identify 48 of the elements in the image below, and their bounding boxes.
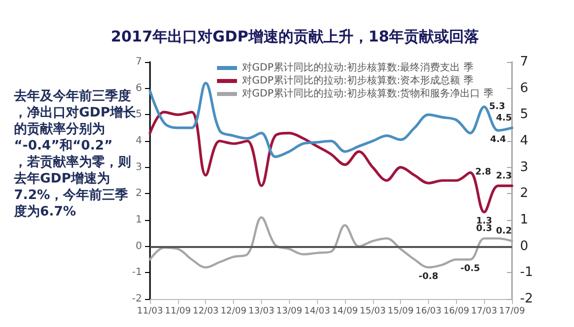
data-label: 5.3 [489,102,506,112]
y2-tick-label: -2 [520,292,533,306]
y-tick-label: -2 [132,294,142,304]
y2-tick-label: 0 [520,238,528,254]
y2-tick-label: 2 [520,186,528,202]
data-label: 2.3 [496,171,512,182]
x-tick-label: 17/03 [471,306,498,316]
y-tick-label: 0 [136,240,142,252]
y2-tick-label: 5 [520,107,528,122]
legend-label: 对GDP累计同比的拉动:初步核算数:货物和服务净出口 季 [242,88,494,100]
x-tick-label: 14/09 [332,306,358,316]
x-tick-label: 15/09 [388,306,414,316]
x-tick-label: 11/09 [164,306,192,316]
data-label: 2.8 [475,168,492,178]
data-label: 4.4 [490,134,506,145]
x-tick-label: 17/09 [499,306,526,316]
x-tick-label: 13/03 [248,306,274,316]
x-tick-label: 11/03 [137,306,163,316]
x-tick-label: 12/09 [220,306,247,316]
text: 去年及今年前三季度，净出口对GDP增长的贡献率分别为“-0.4”和“0.2”，若贡献率为零，则去年GDP增速为7.2%，今年前三季度为6.7% [13,88,137,220]
x-tick-label: 13/09 [276,306,302,316]
chart-title: 2017年出口对GDP增速的贡献上升，18年贡献或回落 [110,28,480,46]
y-tick-label: 7 [136,56,142,68]
y-tick-label: 3 [136,162,142,173]
y-tick-label: 5 [136,109,142,120]
y2-tick-label: 4 [520,134,528,148]
y2-tick-label: 7 [520,54,528,70]
data-label: 0.2 [496,226,512,237]
x-tick-label: 12/03 [192,306,219,316]
y2-tick-label: 1 [520,212,528,228]
data-label: 4.5 [496,113,512,124]
y-tick-label: 4 [136,136,142,146]
y2-tick-label: 6 [520,80,528,96]
y2-tick-label: 3 [520,160,528,175]
y-tick-label: 2 [136,188,142,200]
x-tick-label: 14/03 [304,306,330,316]
data-label: -0.5 [460,264,480,274]
data-label: -0.8 [418,272,438,282]
y2-tick-label: -1 [520,265,533,280]
y-tick-label: -1 [132,267,142,278]
y-tick-label: 1 [136,214,142,226]
y-tick-label: 6 [136,82,142,94]
x-tick-label: 16/03 [415,306,442,316]
x-tick-label: 16/09 [443,306,470,316]
line-series [148,110,514,214]
legend-label: 对GDP累计同比的拉动:初步核算数:最终消费支出 季 [242,62,474,74]
x-tick-label: 15/03 [360,306,386,316]
legend-label: 对GDP累计同比的拉动:初步核算数:资本形成总额 季 [242,74,474,86]
